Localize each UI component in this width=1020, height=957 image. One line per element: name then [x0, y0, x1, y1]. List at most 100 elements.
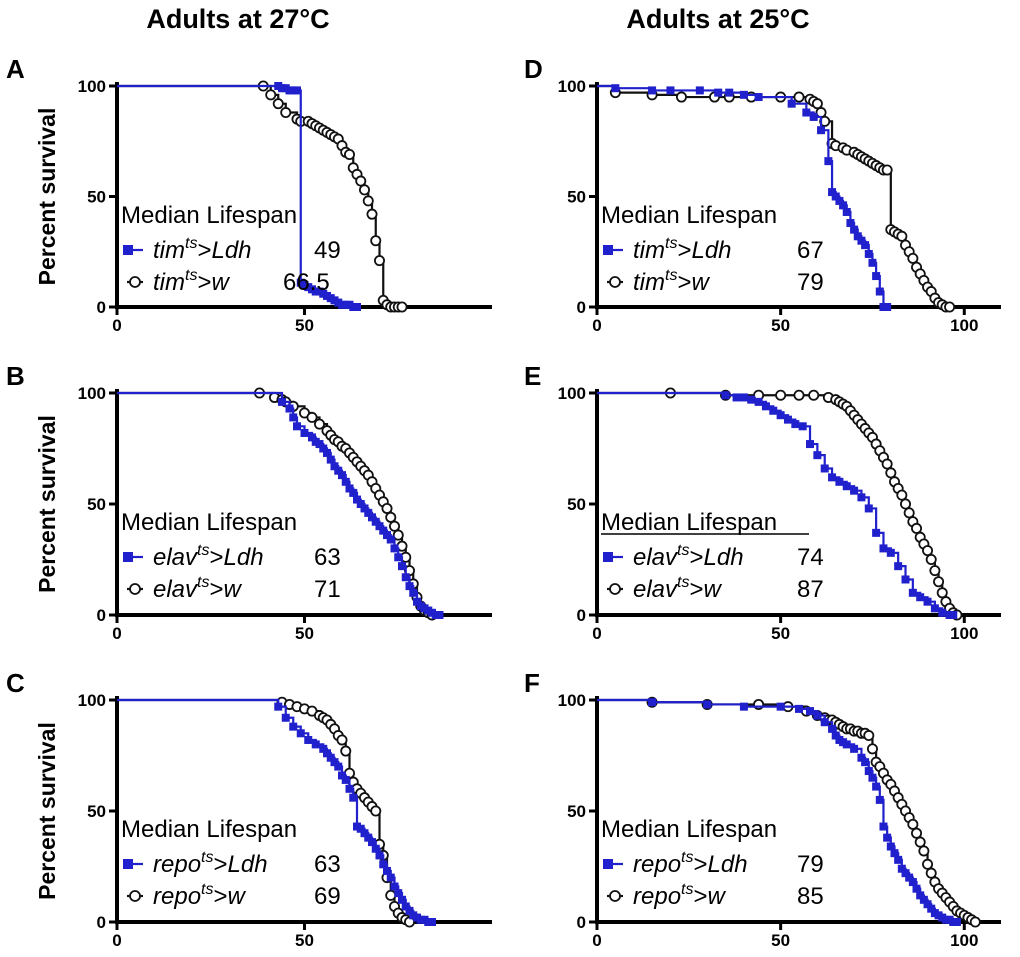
data-point-ldh — [883, 833, 892, 842]
data-point-ldh — [364, 833, 373, 842]
data-point-ldh — [383, 866, 391, 875]
data-point-ldh — [846, 219, 855, 228]
data-point-ldh — [828, 473, 837, 482]
panel-d: D 0 50 100 0 50 100 Median Lifespan timts>Ldh 67 t… — [524, 54, 1001, 335]
legend-median-ldh: 49 — [314, 237, 341, 264]
data-point-ldh — [927, 904, 936, 913]
data-point-ldh — [285, 404, 294, 413]
data-point-ldh — [938, 608, 947, 617]
legend-marker-ldh — [123, 552, 133, 562]
legend-label-w: elavts>w — [633, 574, 723, 603]
legend-driver: > — [209, 576, 223, 603]
legend-driver: > — [677, 269, 691, 296]
data-point-w — [675, 91, 687, 103]
data-point-ldh — [725, 88, 734, 97]
legend-superscript: ts — [665, 267, 677, 284]
y-axis-label: Percent survival — [34, 108, 60, 286]
x-tick-label: 0 — [592, 316, 601, 335]
data-point-ldh — [326, 753, 335, 762]
data-point-ldh — [839, 201, 848, 210]
y-tick-label: 0 — [577, 606, 586, 625]
data-point-ldh — [806, 440, 815, 449]
data-point-ldh — [721, 391, 730, 400]
data-point-ldh — [739, 702, 748, 711]
data-point-w — [280, 107, 292, 119]
data-point-w — [896, 489, 908, 501]
data-point-ldh — [398, 895, 406, 904]
y-tick-label: 50 — [567, 802, 586, 821]
legend-marker-ldh — [123, 859, 133, 869]
legend-marker-w — [609, 890, 621, 902]
data-point-w — [911, 522, 923, 534]
panel-f: F 0 50 100 0 50 100 Median Lifespan repots>Ldh 79… — [524, 668, 1001, 950]
data-point-w — [388, 520, 400, 532]
data-point-ldh — [912, 884, 921, 893]
legend-genotype: repo — [153, 851, 201, 878]
data-point-ldh — [293, 86, 301, 95]
data-point-ldh — [802, 108, 811, 117]
data-point-ldh — [405, 906, 414, 915]
data-point-w — [866, 743, 878, 755]
series-ldh — [117, 698, 436, 926]
legend-median-w: 79 — [797, 269, 824, 296]
data-point-ldh — [413, 597, 421, 606]
legend-target: w — [228, 883, 247, 910]
data-point-ldh — [274, 702, 283, 711]
data-point-w — [265, 89, 277, 101]
data-point-w — [929, 565, 941, 577]
legend-label-ldh: elavts>Ldh — [153, 542, 264, 571]
x-tick-label: 100 — [950, 624, 978, 643]
data-point-ldh — [401, 902, 410, 911]
panel-letter: E — [524, 361, 541, 391]
data-point-ldh — [831, 731, 840, 740]
data-point-ldh — [390, 882, 399, 891]
panel-letter: D — [524, 54, 543, 84]
x-tick-label: 0 — [592, 624, 601, 643]
legend-median-w: 85 — [797, 883, 824, 910]
data-point-ldh — [360, 829, 369, 838]
data-point-ldh — [739, 393, 748, 402]
data-point-ldh — [806, 707, 815, 716]
data-point-w — [340, 745, 352, 757]
data-point-ldh — [398, 562, 406, 571]
data-point-ldh — [897, 864, 906, 873]
legend-target: w — [211, 269, 230, 296]
legend-superscript: ts — [201, 849, 213, 866]
legend-target: Ldh — [691, 237, 731, 264]
data-point-ldh — [820, 718, 829, 727]
data-point-ldh — [916, 593, 925, 602]
data-point-ldh — [401, 573, 410, 582]
legend-label-ldh: timts>Ldh — [153, 235, 252, 264]
legend-driver: > — [689, 544, 703, 571]
data-point-ldh — [371, 517, 380, 526]
legend-title: Median Lifespan — [601, 202, 777, 229]
data-point-ldh — [747, 395, 756, 404]
data-point-ldh — [326, 455, 335, 464]
data-point-ldh — [857, 236, 866, 245]
legend: Median Lifespan repots>Ldh 79 repots>w 85 — [601, 816, 824, 910]
data-point-ldh — [894, 855, 903, 864]
data-point-ldh — [405, 582, 414, 591]
data-point-ldh — [330, 758, 339, 767]
data-point-ldh — [371, 844, 380, 853]
legend-marker-ldh — [123, 245, 133, 255]
legend-title: Median Lifespan — [601, 816, 777, 843]
legend-label-w: elavts>w — [153, 574, 243, 603]
data-point-ldh — [842, 482, 851, 491]
data-point-w — [336, 734, 348, 746]
legend-superscript: ts — [681, 881, 693, 898]
legend: Median Lifespan repots>Ldh 63 repots>w 69 — [121, 816, 341, 910]
data-point-ldh — [828, 724, 837, 733]
data-point-ldh — [864, 767, 873, 776]
data-point-ldh — [334, 762, 343, 771]
y-tick-label: 50 — [567, 495, 586, 514]
legend-superscript: ts — [677, 574, 689, 591]
legend-genotype: elav — [633, 576, 679, 603]
data-point-ldh — [905, 873, 914, 882]
data-point-ldh — [278, 397, 286, 406]
data-point-ldh — [732, 393, 741, 402]
series-w — [117, 696, 415, 928]
